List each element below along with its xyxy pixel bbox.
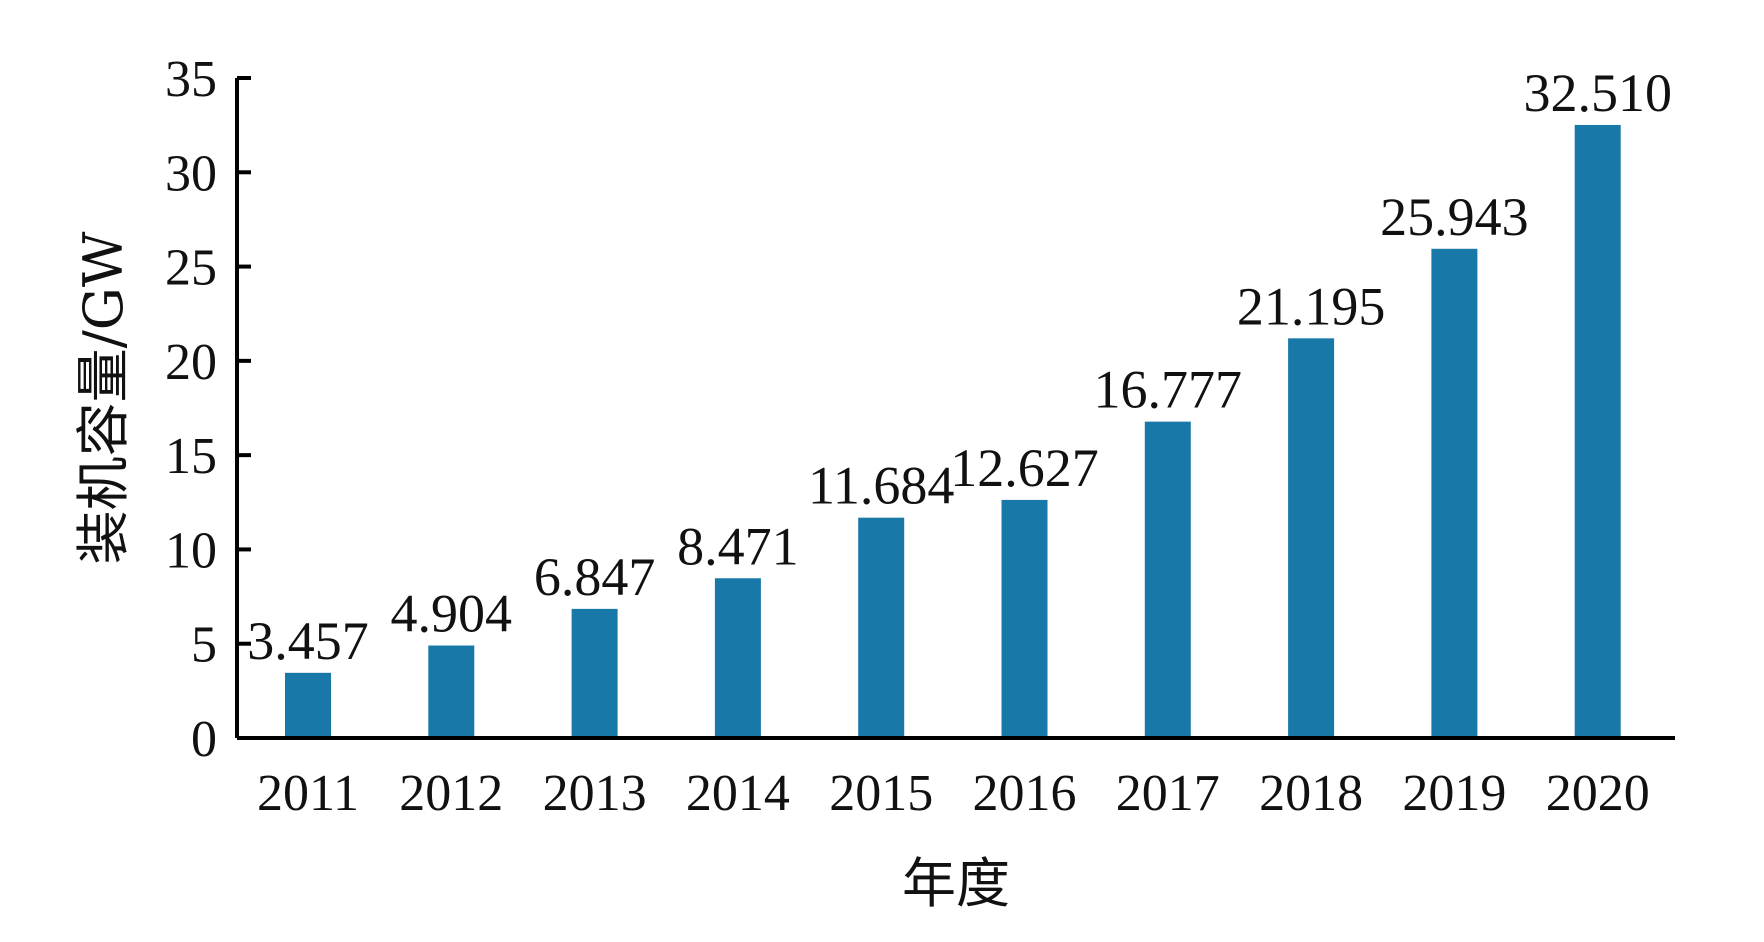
data-label-2017: 16.777	[1094, 360, 1243, 420]
x-tick-label-2013: 2013	[543, 765, 647, 822]
x-tick-labels-group: 2011 2012 2013 2014 2015 2016 2017 2018 2019 2020	[257, 765, 1650, 822]
bar-2016	[1001, 499, 1048, 738]
data-label-2016: 12.627	[950, 438, 1099, 498]
data-label-2012: 4.904	[391, 584, 513, 644]
data-label-2011: 3.457	[247, 611, 369, 671]
bar-2019	[1431, 248, 1478, 739]
y-tick-label: 30	[165, 145, 217, 202]
bars-group	[285, 124, 1621, 739]
bar-2020	[1574, 124, 1621, 738]
bar-2018	[1288, 338, 1335, 738]
y-tick-label: 25	[165, 240, 217, 297]
x-tick-label-2014: 2014	[686, 765, 790, 822]
data-label-2019: 25.943	[1380, 187, 1529, 247]
x-tick-label-2011: 2011	[257, 765, 359, 822]
y-tick-label: 15	[165, 428, 217, 485]
data-label-2013: 6.847	[534, 547, 656, 607]
x-tick-label-2020: 2020	[1546, 765, 1650, 822]
y-tick-label: 35	[165, 51, 217, 108]
data-label-2020: 32.510	[1523, 63, 1672, 123]
x-axis-title: 年度	[902, 852, 1010, 915]
x-tick-label-2015: 2015	[829, 765, 933, 822]
data-label-2018: 21.195	[1237, 276, 1386, 336]
y-tick-label: 5	[191, 617, 217, 674]
bar-2017	[1144, 421, 1191, 738]
y-tick-label: 20	[165, 334, 217, 391]
bar-2014	[714, 578, 761, 738]
bar-2011	[285, 672, 331, 738]
x-tick-label-2018: 2018	[1259, 765, 1363, 822]
x-tick-label-2019: 2019	[1402, 765, 1506, 822]
bar-2012	[428, 645, 475, 738]
x-tick-label-2017: 2017	[1116, 765, 1220, 822]
y-tick-label: 0	[191, 711, 217, 768]
y-ticks-group: 0 5 10 15 20 25 30 35	[165, 51, 251, 768]
y-axis-title: 装机容量/GW	[72, 231, 135, 564]
data-label-2014: 8.471	[677, 516, 799, 576]
y-tick-label: 10	[165, 522, 217, 579]
bar-2013	[571, 608, 618, 738]
x-tick-label-2016: 2016	[973, 765, 1077, 822]
x-tick-label-2012: 2012	[399, 765, 503, 822]
bar-2015	[858, 517, 905, 738]
data-label-2015: 11.684	[808, 456, 955, 516]
